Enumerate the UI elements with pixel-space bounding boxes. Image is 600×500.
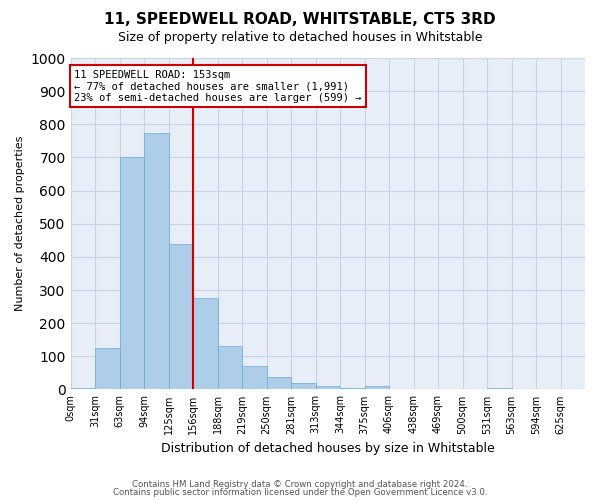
Bar <box>144 132 169 390</box>
Bar <box>316 386 340 390</box>
Bar <box>95 348 119 390</box>
Text: Contains public sector information licensed under the Open Government Licence v3: Contains public sector information licen… <box>113 488 487 497</box>
Bar <box>365 386 389 390</box>
Bar <box>487 388 512 390</box>
Text: Contains HM Land Registry data © Crown copyright and database right 2024.: Contains HM Land Registry data © Crown c… <box>132 480 468 489</box>
Bar <box>218 346 242 390</box>
Bar <box>169 244 193 390</box>
Text: 11, SPEEDWELL ROAD, WHITSTABLE, CT5 3RD: 11, SPEEDWELL ROAD, WHITSTABLE, CT5 3RD <box>104 12 496 28</box>
Text: Size of property relative to detached houses in Whitstable: Size of property relative to detached ho… <box>118 31 482 44</box>
Bar <box>242 366 266 390</box>
Bar <box>71 388 95 390</box>
Text: 11 SPEEDWELL ROAD: 153sqm
← 77% of detached houses are smaller (1,991)
23% of se: 11 SPEEDWELL ROAD: 153sqm ← 77% of detac… <box>74 70 362 103</box>
Bar <box>291 383 316 390</box>
Bar <box>266 377 291 390</box>
X-axis label: Distribution of detached houses by size in Whitstable: Distribution of detached houses by size … <box>161 442 494 455</box>
Y-axis label: Number of detached properties: Number of detached properties <box>15 136 25 312</box>
Bar <box>340 388 365 390</box>
Bar <box>193 298 218 390</box>
Bar <box>119 158 144 390</box>
